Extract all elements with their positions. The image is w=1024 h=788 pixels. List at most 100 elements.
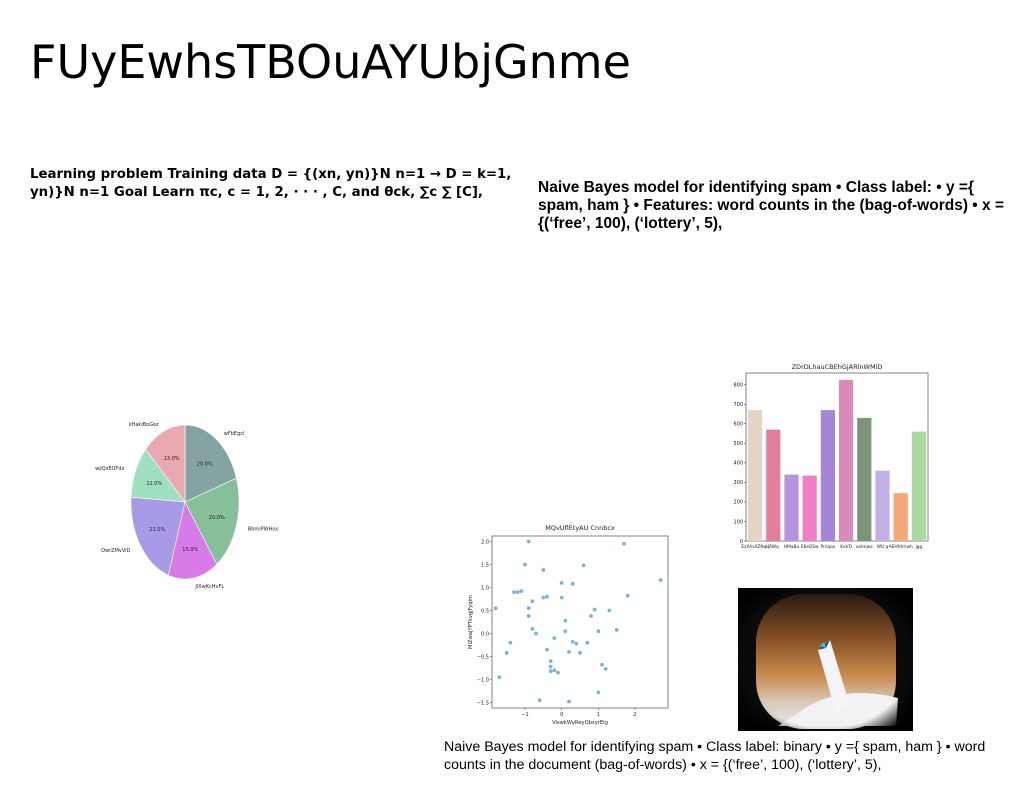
pie-value-label: 20.0%	[197, 461, 213, 467]
bar-y-tick-label: 300	[733, 480, 743, 486]
scatter-point	[523, 562, 527, 567]
bar-chart-title: ZDrDLhauCBEhGjARlnWMiD	[792, 363, 883, 371]
scatter-point	[534, 631, 538, 636]
bar-y-tick-label: 600	[733, 422, 743, 428]
naive-bayes-text-top: Naive Bayes model for identifying spam •…	[538, 179, 1005, 232]
scatter-point	[526, 614, 531, 618]
bar-y-tick-label: 100	[733, 519, 743, 525]
scatter-y-tick-label: −1.5	[477, 700, 489, 706]
scatter-point	[658, 578, 663, 583]
bar	[839, 379, 854, 541]
scatter-point	[548, 669, 553, 674]
bar-x-tick-label: JAWq	[767, 544, 779, 550]
pie-value-label: 15.0%	[182, 547, 198, 553]
scatter-point	[622, 541, 626, 546]
scatter-chart: MQvUflEtyAU Cnnbcx −1 0 1 2 −1.5 −1.0 −0.5 0.0 0.…	[468, 524, 669, 726]
naive-bayes-text-bottom: Naive Bayes model for identifying spam •…	[444, 739, 986, 773]
scatter-point	[570, 581, 575, 586]
pie-category-label: QwzQsEOFdx	[95, 466, 124, 472]
bar	[784, 474, 799, 541]
scatter-point	[600, 662, 604, 667]
scatter-x-tick-label: 0	[560, 712, 563, 718]
scatter-point	[596, 690, 601, 695]
scatter-point	[592, 607, 597, 612]
bar	[748, 410, 763, 541]
slide-title: FUyEwhsTBOuAYUbjGnme	[30, 35, 631, 89]
pie-slice	[167, 501, 218, 580]
scatter-point	[526, 539, 531, 544]
scatter-point	[537, 698, 542, 703]
bar-x-tick-label: Prnqox	[821, 544, 836, 550]
scatter-point	[530, 626, 535, 631]
scatter-point	[559, 595, 564, 600]
scatter-x-axis-label: ViswkWyReyObsyrElg	[552, 720, 608, 726]
bar	[911, 431, 926, 541]
scatter-title: MQvUflEtyAU Cnnbcx	[545, 524, 615, 532]
scatter-x-tick-label: 2	[633, 712, 636, 718]
bar	[820, 410, 835, 541]
scatter-point	[545, 647, 549, 652]
scatter-point	[515, 590, 520, 595]
bar-chart-frame	[745, 372, 929, 542]
bar	[802, 475, 817, 541]
scatter-point	[607, 608, 612, 613]
pie-chart: 20.0% wFbEgcl 20.0% BbmiPWHox 15.0% JlXwKcHvF…	[95, 422, 278, 590]
bar	[857, 417, 872, 541]
scatter-point	[625, 593, 630, 598]
scatter-y-tick-label: −0.5	[477, 654, 489, 660]
bar-chart: ZDrDLhauCBEhGjARlnWMiD 0 100 200 300 400 500 60…	[733, 363, 929, 550]
scatter-point	[504, 650, 509, 655]
scatter-point	[526, 606, 531, 611]
pie-category-label: JlXwKcHvFL	[194, 584, 224, 590]
scatter-point	[567, 699, 571, 704]
scatter-point	[581, 563, 586, 568]
bar-y-tick-label: 400	[733, 461, 743, 467]
scatter-point	[548, 659, 553, 663]
pie-slice	[184, 477, 240, 565]
scatter-point	[570, 639, 575, 644]
scatter-point	[563, 629, 568, 634]
scatter-point	[563, 618, 568, 623]
scatter-point	[512, 590, 516, 595]
bar-x-tick-label: EKeQSw	[801, 544, 819, 550]
bar	[766, 429, 781, 541]
pie-slice	[130, 496, 186, 576]
bar-y-tick-label: 800	[733, 383, 743, 389]
scatter-point	[603, 667, 608, 671]
scatter-point	[493, 606, 498, 611]
pie-category-label: OwrZMvViD	[101, 548, 130, 554]
airplane-window-photo	[738, 588, 913, 731]
scatter-point	[530, 599, 535, 604]
bar-y-tick-label: 700	[733, 402, 743, 408]
bar-x-tick-label: AEHfdrriwh	[889, 544, 913, 550]
pie-value-label: 20.0%	[209, 515, 225, 521]
scatter-y-tick-label: 1.5	[481, 562, 489, 568]
pie-category-label: BbmiPWHox	[248, 526, 278, 532]
bar	[893, 493, 908, 541]
pie-value-label: 21.0%	[149, 527, 165, 533]
bar-y-tick-label: 0	[740, 539, 743, 545]
scatter-point	[589, 614, 593, 618]
scatter-x-tick-label: 1	[597, 712, 600, 718]
pie-value-label: 13.0%	[164, 456, 180, 462]
scatter-y-tick-label: 2.0	[481, 539, 489, 545]
scatter-y-axis-label: MlZwajYPTkvgjFyqim	[468, 595, 474, 649]
scatter-point	[614, 627, 619, 632]
scatter-point	[519, 589, 524, 594]
pie-value-label: 11.0%	[146, 481, 162, 487]
scatter-point	[508, 640, 513, 645]
bar-x-tick-label: jgg	[915, 544, 923, 550]
bar-y-tick-label: 200	[733, 500, 743, 506]
scatter-frame	[491, 535, 669, 709]
scatter-y-tick-label: 0.0	[481, 631, 489, 637]
bar-x-tick-label: oolmwo	[856, 544, 873, 550]
bar-y-tick-label: 500	[733, 441, 743, 447]
scatter-point	[556, 670, 560, 675]
scatter-y-tick-label: −1.0	[477, 677, 489, 683]
scatter-point	[545, 594, 549, 599]
scatter-point	[585, 640, 590, 645]
scatter-point	[541, 568, 546, 572]
scatter-point	[574, 641, 579, 646]
scatter-point	[497, 675, 502, 680]
scatter-point	[552, 636, 557, 640]
